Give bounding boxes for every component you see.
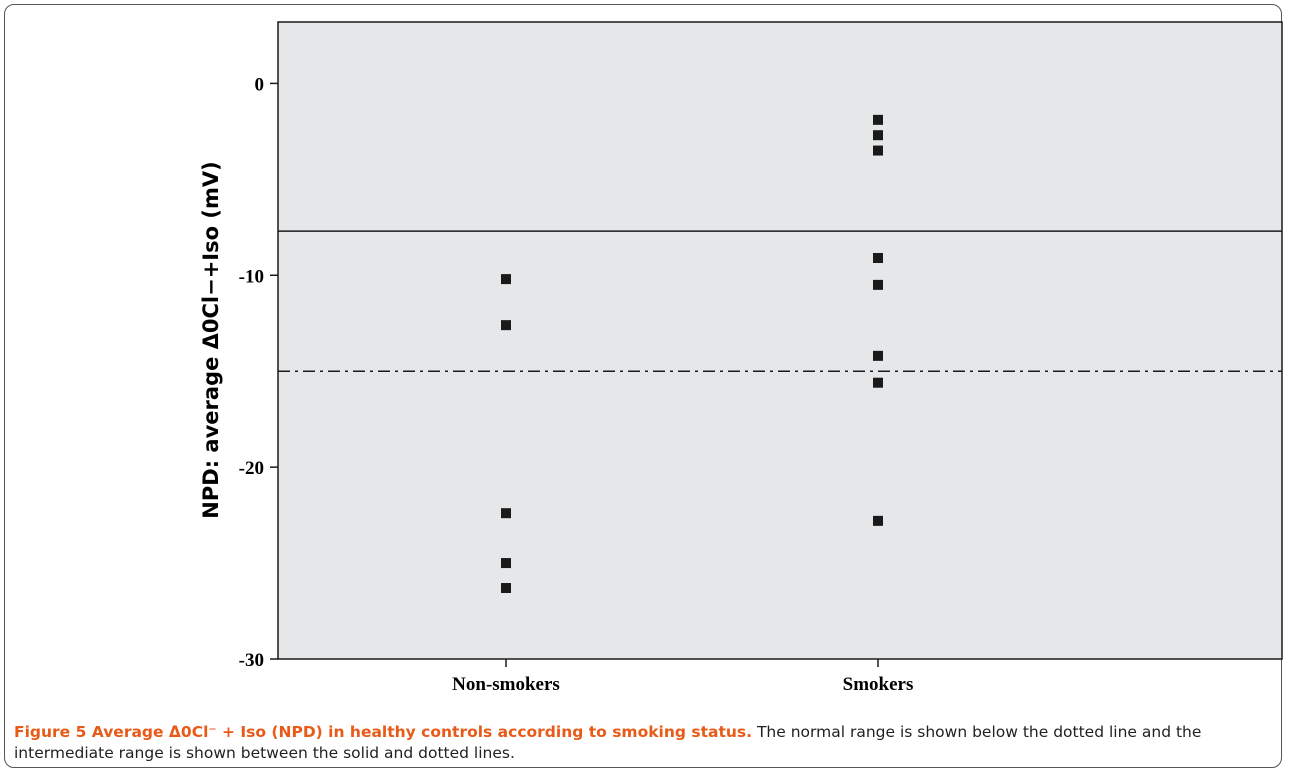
- y-axis: 0 -10 -20 -30: [239, 74, 278, 671]
- y-tick-label: -20: [239, 458, 264, 479]
- x-category-label: Non-smokers: [452, 674, 560, 695]
- scatter-chart: 0 -10 -20 -30 Non-smokers Smokers NPD: avera…: [199, 21, 1283, 695]
- data-point: [501, 320, 511, 331]
- data-point: [873, 114, 883, 125]
- y-tick-label: 0: [255, 74, 265, 95]
- data-point: [501, 508, 511, 519]
- caption-title: Figure 5 Average Δ0Cl⁻ + Iso (NPD) in he…: [14, 723, 753, 741]
- data-point: [873, 130, 883, 141]
- plot-area: [277, 21, 1283, 660]
- y-tick-label: -10: [239, 266, 264, 287]
- data-point: [873, 252, 883, 263]
- data-point: [873, 145, 883, 156]
- data-point: [873, 279, 883, 290]
- data-point: [501, 583, 511, 594]
- data-points: [501, 114, 883, 594]
- data-point: [501, 274, 511, 285]
- data-point: [873, 515, 883, 526]
- data-point: [873, 350, 883, 361]
- x-category-label: Smokers: [843, 674, 914, 695]
- y-axis-title: NPD: average Δ0Cl−+Iso (mV): [199, 161, 223, 518]
- figure-caption: Figure 5 Average Δ0Cl⁻ + Iso (NPD) in he…: [14, 722, 1274, 764]
- reference-lines: [278, 230, 1282, 372]
- data-point: [501, 558, 511, 569]
- y-tick-label: -30: [239, 650, 264, 671]
- data-point: [873, 377, 883, 388]
- caption-text: The normal range is shown below the dott…: [14, 723, 1202, 762]
- x-axis: Non-smokers Smokers: [452, 659, 913, 695]
